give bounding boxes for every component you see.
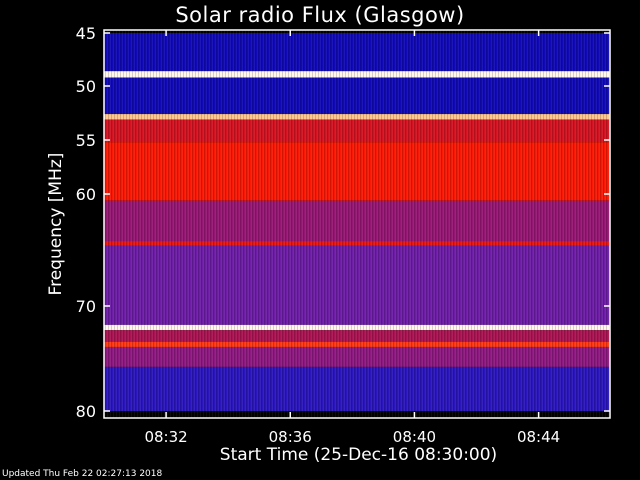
chart-title: Solar radio Flux (Glasgow) [175,3,465,27]
x-tick-label: 08:40 [393,428,436,446]
y-tick-label: 60 [76,185,96,204]
x-tick-label: 08:44 [517,428,560,446]
y-tick-label: 45 [76,24,96,43]
time-texture-overlay [104,30,610,418]
x-tick-label: 08:36 [269,428,312,446]
y-axis-label: Frequency [MHz] [46,152,66,296]
y-tick-label: 80 [76,402,96,421]
y-tick-label: 55 [76,131,96,150]
y-tick-label: 70 [76,297,96,316]
x-axis: 08:32 08:36 08:40 08:44 [144,30,560,446]
y-tick-label: 50 [76,77,96,96]
y-axis: 45 50 55 60 70 80 [76,24,610,421]
plot-frame [103,29,611,419]
updated-timestamp: Updated Thu Feb 22 02:27:13 2018 [2,469,163,479]
x-axis-label: Start Time (25-Dec-16 08:30:00) [219,445,498,465]
x-tick-label: 08:32 [144,428,187,446]
